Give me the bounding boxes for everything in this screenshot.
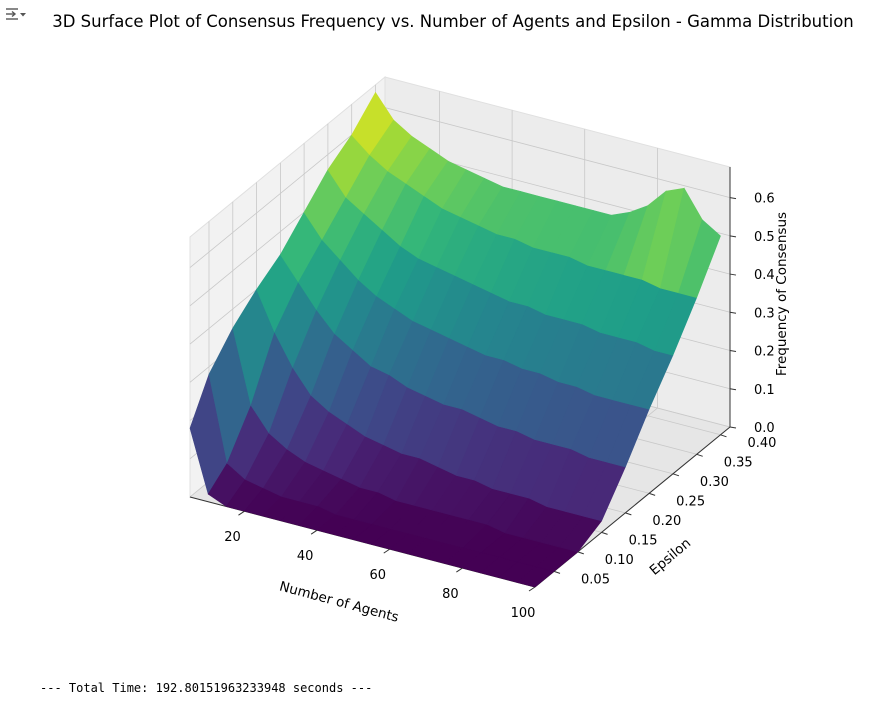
z-tick-label: 0.6 — [754, 192, 775, 207]
x-tick-mark — [528, 586, 536, 592]
y-tick-label: 0.05 — [581, 572, 610, 587]
y-tick-mark — [696, 453, 703, 457]
surface-patch — [678, 219, 721, 298]
x-tick-label: 80 — [442, 587, 459, 602]
x-tick-mark — [310, 529, 318, 535]
y-tick-mark — [648, 492, 656, 496]
tick-labels: 20 40 60 80 100 0.05 0.10 0.15 0.20 0.25 0.30 0.35 0… — [224, 192, 776, 621]
y-tick-label: 0.10 — [605, 553, 634, 568]
x-tick-mark — [238, 510, 245, 516]
output-options-icon[interactable] — [3, 4, 27, 26]
y-tick-label: 0.25 — [676, 494, 705, 509]
z-tick-mark — [729, 311, 737, 314]
x-tick-mark — [383, 548, 391, 554]
z-tick-mark — [729, 426, 737, 429]
y-tick-mark — [625, 512, 632, 516]
z-tick-label: 0.3 — [754, 306, 775, 321]
y-tick-label: 0.30 — [700, 475, 729, 490]
z-tick-mark — [729, 235, 737, 238]
y-tick-mark — [672, 473, 680, 477]
y-tick-mark — [601, 531, 608, 535]
x-tick-label: 20 — [224, 530, 241, 545]
x-tick-mark — [456, 567, 463, 573]
y-tick-label: 0.20 — [652, 514, 681, 529]
y-tick-label: 0.15 — [629, 533, 658, 548]
z-tick-mark — [729, 388, 737, 391]
z-tick-mark — [729, 273, 737, 276]
x-tick-label: 40 — [297, 549, 314, 564]
y-tick-label: 0.35 — [724, 455, 753, 470]
y-tick-mark — [577, 551, 584, 555]
x-axis-label: Number of Agents — [278, 579, 401, 626]
surface — [189, 91, 721, 588]
z-tick-label: 0.0 — [754, 421, 775, 436]
x-tick-label: 60 — [369, 568, 386, 583]
z-axis-label: Frequency of Consensus — [774, 212, 790, 376]
z-tick-label: 0.2 — [754, 345, 775, 360]
y-tick-mark — [553, 570, 561, 574]
x-tick-label: 100 — [511, 606, 536, 621]
execution-time-output: --- Total Time: 192.80151963233948 secon… — [40, 681, 373, 695]
z-tick-label: 0.1 — [754, 383, 775, 398]
z-tick-label: 0.4 — [754, 268, 775, 283]
chart-title: 3D Surface Plot of Consensus Frequency v… — [52, 12, 854, 31]
z-tick-mark — [729, 350, 737, 353]
y-tick-mark — [720, 434, 727, 438]
y-tick-label: 0.40 — [747, 436, 776, 451]
z-tick-label: 0.5 — [754, 230, 775, 245]
z-tick-mark — [729, 197, 737, 200]
